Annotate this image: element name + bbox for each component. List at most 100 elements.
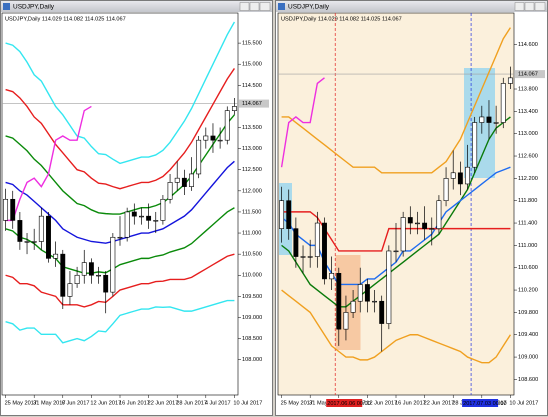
chart-window: USDJPY,Daily USDJPY,Daily 114.029 114.082… <box>275 0 548 416</box>
candle-body <box>336 273 342 330</box>
y-tick-label: 111.000 <box>242 231 261 237</box>
indicator-line <box>281 289 512 364</box>
y-tick-label: 113.400 <box>518 109 538 115</box>
candle-body <box>53 253 59 259</box>
candle-body <box>429 228 435 230</box>
candle-body <box>279 200 285 229</box>
candle-body <box>329 273 335 280</box>
y-tick-label: 109.500 <box>242 294 262 300</box>
chart-info: USDJPY,Daily 114.029 114.082 114.025 114… <box>5 16 126 22</box>
x-tick-label: 25 May 2017 <box>5 400 37 406</box>
candle-body <box>17 220 23 242</box>
window-buttons[interactable] <box>514 2 546 11</box>
y-tick-label: 112.500 <box>242 167 262 173</box>
candle-body <box>153 220 159 222</box>
candle-body <box>117 236 123 239</box>
annotation-box <box>462 399 499 407</box>
candle-body <box>350 300 356 313</box>
chart-info: USDJPY,Daily 114.029 114.082 114.025 114… <box>281 16 402 22</box>
candle-body <box>364 284 370 302</box>
y-tick-label: 113.500 <box>242 125 262 131</box>
candle-body <box>493 122 499 124</box>
y-tick-label: 110.500 <box>242 252 262 258</box>
y-tick-label: 109.000 <box>242 315 262 321</box>
y-tick-label: 108.500 <box>242 336 262 342</box>
candle-body <box>407 217 413 224</box>
indicator-line <box>5 68 235 190</box>
candle-body <box>422 222 428 229</box>
y-tick-label: 110.600 <box>518 265 538 271</box>
candle-body <box>60 253 66 297</box>
candle-body <box>457 172 463 185</box>
y-tick-label: 115.500 <box>242 41 262 47</box>
candle-body <box>24 241 30 243</box>
window-title: USDJPY,Daily <box>13 4 55 11</box>
title-bar[interactable] <box>1 1 272 12</box>
candle-body <box>479 116 485 123</box>
x-tick-label: 28 Jun 2017 <box>176 400 207 406</box>
x-tick-label: 22 Jun 2017 <box>148 400 179 406</box>
candle-body <box>139 215 144 218</box>
indicator-line <box>281 27 512 174</box>
candle-body <box>386 250 392 324</box>
candle-body <box>131 211 137 217</box>
y-tick-label: 111.500 <box>242 209 261 215</box>
window-title: USDJPY,Daily <box>288 4 330 11</box>
last-price-tag <box>239 99 269 108</box>
candle-body <box>3 198 9 221</box>
window-buttons[interactable] <box>239 2 271 11</box>
candle-body <box>167 182 173 200</box>
indicator-line <box>5 207 235 274</box>
y-tick-label: 113.800 <box>518 86 538 92</box>
candle-body <box>160 198 166 221</box>
candle-body <box>110 236 116 293</box>
candle-body <box>379 300 385 324</box>
y-tick-label: 114.500 <box>242 83 262 89</box>
indicator-line <box>5 299 235 344</box>
candle-body <box>81 262 87 276</box>
candle-body <box>286 200 292 229</box>
y-tick-label: 110.000 <box>242 273 262 279</box>
last-price-label: 114.067 <box>242 101 262 107</box>
annotation-label: 2017.06.06 00:00 <box>327 401 371 407</box>
y-tick-label: 115.000 <box>242 62 262 68</box>
candle-body <box>224 110 230 141</box>
candle-body <box>88 262 94 276</box>
highlight-box <box>464 68 495 178</box>
candle-body <box>300 256 306 258</box>
y-tick-label: 111.800 <box>518 198 537 204</box>
plot-area <box>1 12 239 396</box>
y-tick-label: 112.600 <box>518 154 538 160</box>
y-tick-label: 109.800 <box>518 310 538 316</box>
x-tick-label: 10 Jul 2017 <box>233 400 262 406</box>
y-tick-label: 108.600 <box>518 377 538 383</box>
y-tick-label: 114.600 <box>518 42 538 48</box>
indicator-line <box>5 105 92 222</box>
last-price-tag <box>515 70 545 79</box>
candle-body <box>415 222 420 225</box>
y-tick-label: 112.000 <box>242 188 262 194</box>
candle-body <box>500 83 506 123</box>
candle-body <box>436 200 442 229</box>
candle-body <box>217 139 223 142</box>
y-tick-label: 113.000 <box>518 131 538 137</box>
candle-body <box>357 284 363 302</box>
x-tick-label: 6 Jun 2017 <box>62 400 90 406</box>
candle-body <box>189 173 194 187</box>
x-tick-label: 25 May 2017 <box>281 400 313 406</box>
candle-body <box>450 172 456 179</box>
candle-body <box>38 215 44 242</box>
x-tick-label: 12 Jun 2017 <box>90 400 121 406</box>
y-tick-label: 113.000 <box>242 146 262 152</box>
x-tick-label: 22 Jun 2017 <box>424 400 455 406</box>
title-bar[interactable] <box>276 1 547 12</box>
candle-body <box>103 274 109 293</box>
chart-window: USDJPY,Daily USDJPY,Daily 114.029 114.082… <box>0 0 273 416</box>
y-tick-label: 110.200 <box>518 288 538 294</box>
candle-body <box>203 135 209 141</box>
candle-body <box>293 228 299 257</box>
window-icon <box>278 3 285 10</box>
candle-body <box>67 283 73 297</box>
y-tick-label: 108.000 <box>242 357 262 363</box>
